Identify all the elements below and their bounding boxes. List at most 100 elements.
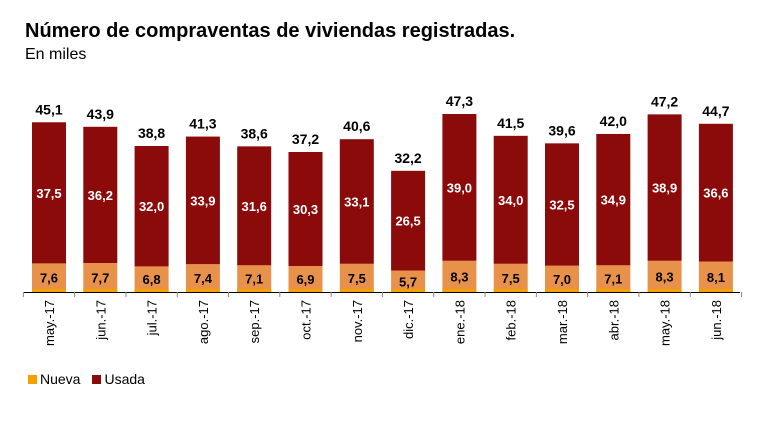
bar-nueva-base [32,289,66,292]
label-total: 41,5 [497,115,524,131]
label-usada: 39,0 [447,180,472,195]
label-usada: 32,5 [549,198,574,213]
bar-usada [596,133,631,266]
bar-nueva [442,260,477,292]
bar-usada [698,123,733,262]
bar-nueva-base [237,289,272,292]
bar-nueva-base [339,289,374,292]
x-tick-label: feb.-18 [504,300,519,340]
bar-nueva [596,265,631,292]
bar-nueva-base [83,289,118,292]
label-usada: 37,5 [36,186,61,201]
bar-nueva [237,265,272,292]
x-tick-label: jun.-17 [93,300,108,341]
label-nueva: 7,4 [194,271,213,286]
x-tick-label: jul.-17 [145,300,160,336]
label-total: 45,1 [35,101,62,117]
label-total: 32,2 [394,150,421,166]
legend-item-usada: Usada [92,371,145,387]
label-total: 38,8 [138,125,165,141]
bar-nueva-base [288,289,323,292]
bar-usada [545,143,579,266]
label-nueva: 7,0 [553,272,571,287]
x-tick-label: jun.-18 [709,300,724,341]
x-tick-label: may.-17 [42,300,57,346]
bar-nueva-base [545,289,579,292]
x-tick-label: may.-18 [658,300,673,346]
x-tick-label: sep.-17 [247,300,262,343]
legend-swatch-nueva [28,374,37,384]
label-usada: 36,6 [703,186,728,201]
bar-nueva-base [493,289,528,292]
label-usada: 38,9 [652,181,677,196]
x-tick-label: mar.-18 [555,300,570,344]
label-total: 47,2 [651,93,678,109]
bar-nueva [134,266,169,292]
bar-nueva-base [185,289,220,292]
bar-nueva [83,263,118,292]
x-tick-label: nov.-17 [350,300,365,342]
label-usada: 33,1 [344,194,369,209]
label-usada: 31,6 [242,199,267,214]
label-total: 47,3 [446,93,473,109]
bar-usada [442,114,477,261]
bar-usada [647,114,682,261]
chart-subtitle: En miles [25,46,87,63]
bar-nueva [185,264,220,292]
bar-nueva-base [442,289,477,292]
legend-swatch-usada [92,374,102,384]
bar-nueva [32,263,66,292]
label-nueva: 6,8 [143,272,161,287]
x-tick-label: oct.-17 [299,300,314,340]
label-total: 43,9 [87,106,114,122]
bar-nueva [545,265,579,292]
x-tick-label: ene.-18 [452,300,467,344]
bar-nueva [698,261,733,292]
label-usada: 32,0 [139,199,164,214]
bar-nueva-base [596,289,631,292]
legend-label-nueva: Nueva [40,371,81,387]
label-nueva: 5,7 [399,274,417,289]
bar-nueva-base [134,289,169,292]
bar-nueva [647,260,682,292]
label-total: 40,6 [343,118,370,134]
bar-nueva [391,270,426,292]
label-nueva: 8,1 [707,270,725,285]
bar-usada [339,139,374,264]
label-total: 44,7 [702,103,729,119]
label-total: 37,2 [292,131,319,147]
bar-nueva [493,263,528,292]
label-nueva: 7,1 [245,272,263,287]
label-usada: 30,3 [293,202,318,217]
label-total: 39,6 [548,122,575,138]
bar-nueva [288,266,323,292]
bar-usada [237,146,272,266]
label-nueva: 8,3 [656,269,674,284]
bar-nueva [339,263,374,292]
label-nueva: 7,7 [91,271,109,286]
bar-usada [391,170,426,271]
bar-usada [493,135,528,264]
bar-usada [185,136,220,265]
bar-usada [83,126,118,264]
bar-nueva-base [698,289,733,292]
bar-usada [134,145,169,267]
label-total: 38,6 [241,125,268,141]
legend: Nueva Usada [28,371,157,387]
x-tick-label: ago.-17 [196,300,211,344]
label-nueva: 7,1 [604,272,622,287]
bar-nueva-base [647,289,682,292]
bar-usada [288,152,323,267]
label-total: 41,3 [189,116,216,132]
label-nueva: 7,5 [348,271,366,286]
legend-label-usada: Usada [104,371,145,387]
bar-nueva-base [391,289,426,292]
bar-usada [32,122,66,264]
label-nueva: 7,6 [40,271,58,286]
label-total: 42,0 [600,113,627,129]
label-nueva: 6,9 [296,272,314,287]
chart-title: Número de compraventas de viviendas regi… [25,20,516,42]
label-nueva: 8,3 [450,269,468,284]
label-usada: 34,9 [601,193,626,208]
